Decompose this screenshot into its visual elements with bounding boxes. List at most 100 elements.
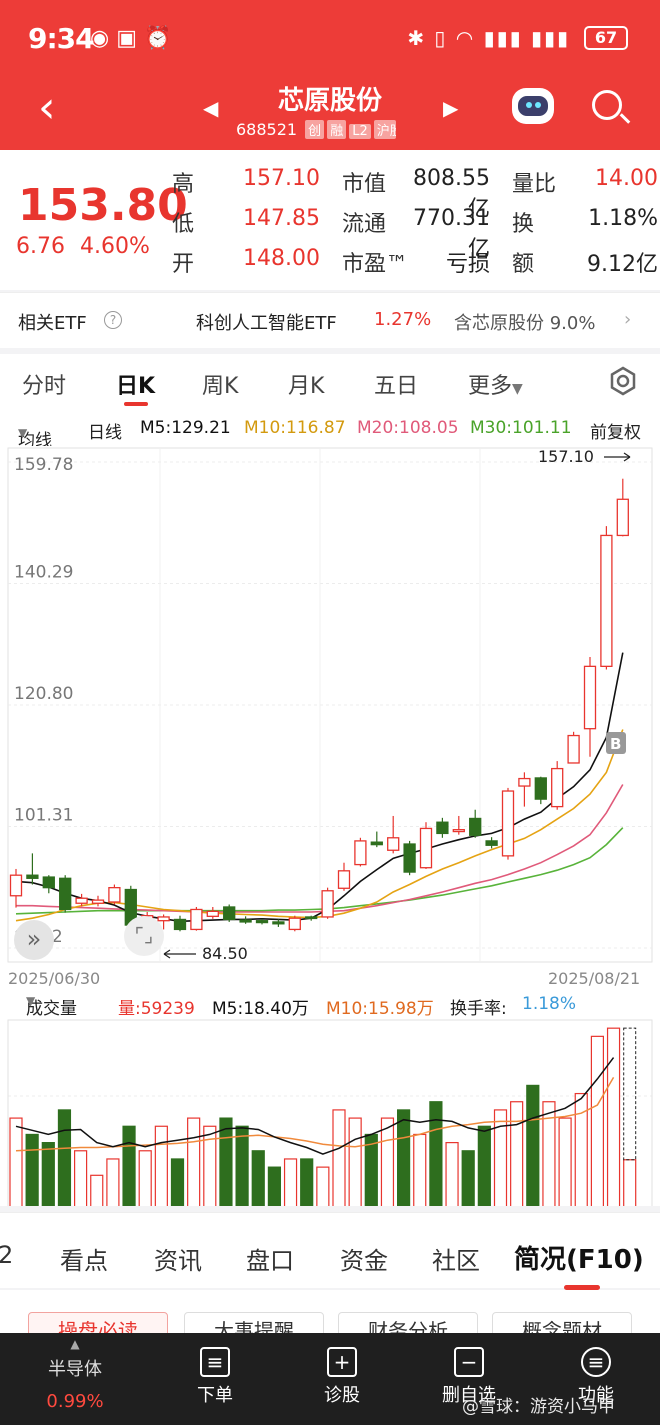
chevron-up-icon: ▲ (70, 1337, 80, 1351)
label-market-cap: 市值 (342, 172, 387, 197)
label-high: 高 (172, 172, 195, 197)
expand-double-chevron-icon[interactable]: » (14, 920, 54, 960)
nav-sector[interactable]: ▲ 半导体 0.99% (20, 1333, 130, 1425)
volume-bar (219, 1117, 233, 1209)
active-info-tab-indicator (564, 1285, 600, 1290)
nav-order[interactable]: ≡ 下单 (160, 1333, 270, 1425)
search-icon[interactable] (592, 90, 622, 120)
nav-functions[interactable]: ≡ 功能 (541, 1333, 651, 1425)
tag-connect: 沪股通 (373, 120, 396, 139)
candle-body (337, 870, 351, 889)
order-document-icon: ≡ (200, 1347, 230, 1377)
chevron-right-icon: › (624, 309, 632, 330)
tab-community[interactable]: 社区 (432, 1247, 480, 1275)
volume-bar (106, 1158, 120, 1209)
candle-body (9, 874, 23, 897)
volume-bar (138, 1150, 152, 1209)
ma-mode[interactable]: 日线 (88, 423, 122, 443)
volume-ma10-line (15, 1077, 615, 1152)
volume-bar (170, 1158, 185, 1209)
nav-diagnose[interactable]: + 诊股 (287, 1333, 397, 1425)
candle-body (518, 777, 531, 787)
tag-sci: 创 (305, 120, 325, 139)
prev-stock-arrow-icon[interactable]: ◀ (203, 96, 219, 120)
tab-orderbook[interactable]: 盘口 (246, 1247, 294, 1275)
nav-remove-watchlist[interactable]: − 删自选 (414, 1333, 524, 1425)
volume-bar (90, 1174, 104, 1209)
label-amount: 额 (512, 252, 535, 277)
sector-name: 半导体 (48, 1359, 102, 1380)
value-turnover: 1.18% (588, 206, 658, 231)
adjust-mode[interactable]: 前复权 (590, 423, 641, 443)
candle-body (321, 890, 334, 918)
label-open: 开 (172, 252, 195, 277)
tag-margin: 融 (327, 120, 347, 139)
candle-body (157, 916, 170, 922)
candle-body (567, 734, 580, 764)
candle-body (255, 920, 269, 924)
candle-body (403, 843, 416, 873)
value-pe: 亏损 (445, 252, 490, 277)
turnover-label: 换手率: (450, 999, 507, 1019)
tab-five-day[interactable]: 五日 (374, 374, 419, 399)
nav-remove-label: 删自选 (442, 1385, 496, 1406)
volume-bar (122, 1125, 136, 1209)
candle-body (534, 777, 547, 800)
volume-bar (9, 1117, 23, 1209)
tab-weekly-k[interactable]: 周K (202, 374, 239, 399)
ma30-line (15, 827, 624, 915)
dropdown-caret-icon: ▼ (18, 426, 28, 440)
value-volume-ratio: 14.00 (595, 166, 658, 191)
volume-bar (493, 1109, 508, 1209)
tab-highlights[interactable]: 看点 (60, 1247, 108, 1275)
status-time: 9:34 (28, 22, 95, 55)
tab-daily-k[interactable]: 日K (116, 374, 156, 399)
volume-bar (300, 1158, 314, 1209)
tab-funds[interactable]: 资金 (340, 1247, 388, 1275)
tab-intraday[interactable]: 分时 (22, 374, 67, 399)
candle-body (469, 817, 482, 836)
volume-bar (154, 1125, 168, 1209)
chart-settings-gear-icon[interactable] (608, 366, 638, 396)
tab-partial[interactable]: 2 (0, 1241, 14, 1269)
stock-title: 芯原股份 (277, 86, 382, 116)
app-header: 9:34 ◉ ▣ ⏰ ✱ ▯ ◠ ▮▮▮ ▮▮▮ 67 ‹ ◀ 芯原股份 ▶ 6… (0, 0, 660, 150)
label-pe: 市盈™ (342, 252, 409, 277)
ma5-value: M5:129.21 (140, 418, 231, 438)
volume-bar (380, 1117, 395, 1209)
quote-panel: 153.80 6.76 4.60% 高 157.10 市值 808.55亿 量比… (0, 150, 660, 290)
candle-body (600, 534, 613, 667)
candle-body (501, 790, 515, 857)
etf-percent: 1.27% (374, 309, 432, 330)
menu-lines-icon: ≡ (581, 1347, 611, 1377)
tab-more[interactable]: 更多▼ (468, 368, 523, 400)
ma5-line (15, 652, 624, 923)
tab-f10-overview[interactable]: 简况(F10) (514, 1245, 644, 1275)
candle-body (370, 841, 383, 846)
volume-bar (316, 1166, 330, 1209)
change-percent: 4.60% (79, 234, 150, 259)
chart-period-tabs: 分时 日K 周K 月K 五日 更多▼ (0, 354, 660, 410)
tab-monthly-k[interactable]: 月K (288, 374, 325, 399)
turnover-value: 1.18% (522, 994, 577, 1014)
back-button[interactable]: ‹ (38, 82, 56, 133)
related-etf-row[interactable]: 相关ETF ? 科创人工智能ETF 1.27% 含芯原股份 9.0% › (0, 292, 660, 348)
crosshair-icon[interactable]: ⌜⌟ (124, 916, 164, 956)
tab-more-label: 更多 (468, 374, 513, 399)
ma10-line (15, 729, 624, 922)
etf-name: 科创人工智能ETF (196, 313, 337, 334)
next-stock-arrow-icon[interactable]: ▶ (443, 96, 459, 120)
volume-bar (558, 1117, 572, 1209)
high-price-label: 157.10 (538, 447, 594, 466)
bottom-navigation: ▲ 半导体 0.99% ≡ 下单 + 诊股 − 删自选 ≡ 功能 (0, 1333, 660, 1425)
tab-news[interactable]: 资讯 (154, 1247, 202, 1275)
volume-m10: M10:15.98万 (326, 999, 434, 1019)
ai-assistant-robot-icon[interactable] (512, 88, 554, 124)
volume-bar (332, 1109, 346, 1209)
stock-code: 688521 (236, 120, 298, 139)
help-icon[interactable]: ? (104, 311, 122, 329)
candle-body (173, 918, 187, 931)
ma-lines (15, 652, 624, 923)
